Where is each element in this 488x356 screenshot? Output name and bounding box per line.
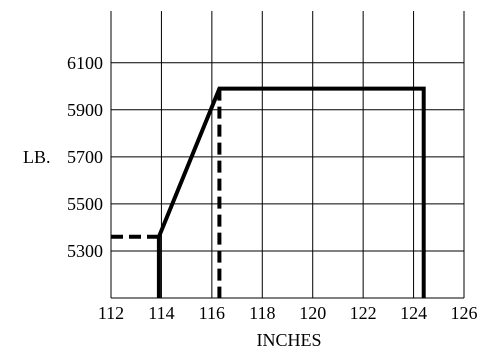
- x-tick-label: 118: [249, 303, 275, 323]
- x-tick-label: 114: [148, 303, 174, 323]
- y-tick-label: 5700: [67, 147, 103, 167]
- y-tick-label: 5500: [67, 194, 103, 214]
- series-layer: [111, 86, 426, 298]
- y-tick-label: 6100: [67, 53, 103, 73]
- y-axis-title: LB.: [23, 147, 51, 167]
- y-tick-label: 5300: [67, 241, 103, 261]
- series-line-solid-1: [156, 86, 426, 298]
- x-axis-title: INCHES: [256, 330, 321, 350]
- y-tick-label: 5900: [67, 100, 103, 120]
- x-tick-label: 116: [199, 303, 225, 323]
- x-tick-label: 120: [299, 303, 326, 323]
- x-tick-label: 122: [350, 303, 377, 323]
- x-tick-label: 112: [98, 303, 124, 323]
- x-tick-label: 126: [451, 303, 478, 323]
- x-tick-label: 124: [400, 303, 427, 323]
- grid: [110, 11, 465, 299]
- tick-labels: 112 114 116 118 120 122 124 126 5300 5500 5700 5900…: [67, 53, 478, 323]
